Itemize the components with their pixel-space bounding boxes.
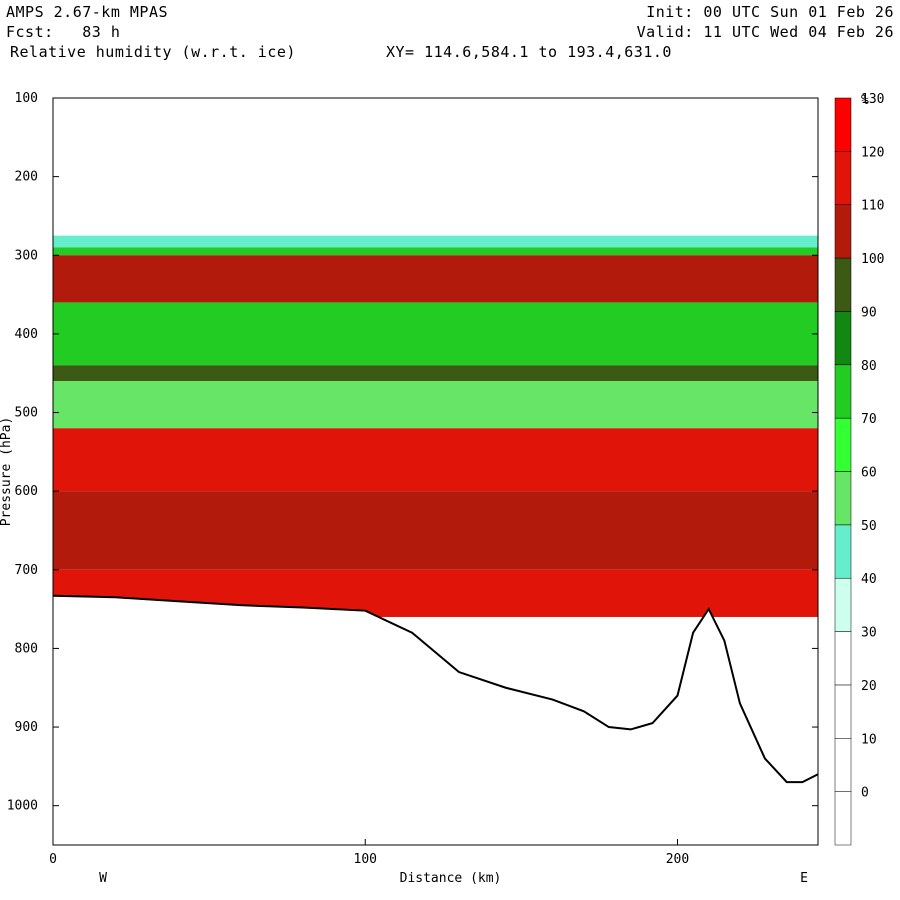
colorbar-swatch bbox=[834, 417, 852, 472]
colorbar-level-label: 20 bbox=[861, 679, 877, 694]
colorbar-level-label: 120 bbox=[861, 145, 884, 160]
y-tick-label: 100 bbox=[15, 91, 38, 106]
colorbar-level-label: 60 bbox=[861, 466, 877, 481]
y-tick-label: 800 bbox=[15, 641, 38, 656]
x-tick-label: 100 bbox=[354, 852, 377, 867]
humidity-band-8 bbox=[53, 569, 818, 617]
header-forecast-hour: Fcst: 83 h bbox=[6, 23, 121, 41]
humidity-band-2 bbox=[53, 255, 818, 303]
colorbar-swatch bbox=[834, 577, 852, 632]
colorbar-level-label: 40 bbox=[861, 572, 877, 587]
humidity-band-6 bbox=[53, 428, 818, 492]
colorbar-swatch bbox=[834, 151, 852, 205]
colorbar-swatch bbox=[834, 684, 852, 739]
x-end-label-east: E bbox=[800, 871, 808, 886]
x-axis-label: Distance (km) bbox=[400, 871, 502, 886]
humidity-band-4 bbox=[53, 365, 818, 382]
header-field-name: Relative humidity (w.r.t. ice) bbox=[10, 43, 296, 61]
colorbar-level-label: 50 bbox=[861, 519, 877, 534]
colorbar-level-label: 0 bbox=[861, 786, 869, 801]
colorbar-swatch bbox=[834, 524, 852, 579]
colorbar-level-label: 130 bbox=[861, 92, 884, 107]
colorbar-swatch bbox=[834, 257, 852, 312]
colorbar-level-label: 70 bbox=[861, 412, 877, 427]
x-tick-label: 200 bbox=[666, 852, 689, 867]
humidity-band-3 bbox=[53, 302, 818, 366]
colorbar-swatch bbox=[834, 631, 852, 686]
y-tick-label: 400 bbox=[15, 327, 38, 342]
humidity-field bbox=[53, 235, 818, 617]
colorbar-level-label: 110 bbox=[861, 199, 884, 214]
y-tick-label: 600 bbox=[15, 484, 38, 499]
terrain-surface-line bbox=[52, 594, 819, 784]
x-end-label-west: W bbox=[99, 871, 107, 886]
y-tick-label: 900 bbox=[15, 720, 38, 735]
header-init-time: Init: 00 UTC Sun 01 Feb 26 bbox=[646, 3, 894, 21]
colorbar-swatch bbox=[834, 364, 852, 419]
colorbar-swatch bbox=[834, 311, 852, 366]
header-cross-section-endpoints: XY= 114.6,584.1 to 193.4,631.0 bbox=[386, 43, 672, 61]
x-tick-label: 0 bbox=[49, 852, 57, 867]
humidity-band-1 bbox=[53, 247, 818, 256]
colorbar-swatch bbox=[834, 471, 852, 526]
colorbar: 0 10 20 30 40 50 60 70 80 90 100 110 120 130% bbox=[834, 92, 884, 846]
y-tick-label: 500 bbox=[15, 406, 38, 421]
y-tick-label: 300 bbox=[15, 248, 38, 263]
y-tick-label: 700 bbox=[15, 563, 38, 578]
colorbar-swatch bbox=[834, 791, 852, 846]
colorbar-level-label: 80 bbox=[861, 359, 877, 374]
header-valid-time: Valid: 11 UTC Wed 04 Feb 26 bbox=[636, 23, 894, 41]
y-axis-label: Pressure (hPa) bbox=[0, 417, 14, 527]
humidity-band-7 bbox=[53, 491, 818, 570]
y-tick-label: 1000 bbox=[7, 799, 38, 814]
colorbar-unit: % bbox=[861, 93, 869, 108]
y-tick-label: 200 bbox=[15, 170, 38, 185]
plot-frame bbox=[52, 97, 819, 846]
colorbar-level-label: 90 bbox=[861, 305, 877, 320]
colorbar-swatch bbox=[834, 97, 852, 152]
header-model: AMPS 2.67-km MPAS bbox=[6, 3, 169, 21]
humidity-band-0 bbox=[53, 235, 818, 248]
colorbar-level-label: 100 bbox=[861, 252, 884, 267]
colorbar-swatch bbox=[834, 204, 852, 259]
colorbar-level-label: 10 bbox=[861, 732, 877, 747]
colorbar-swatch bbox=[834, 738, 852, 792]
humidity-band-5 bbox=[53, 381, 818, 429]
colorbar-level-label: 30 bbox=[861, 626, 877, 641]
